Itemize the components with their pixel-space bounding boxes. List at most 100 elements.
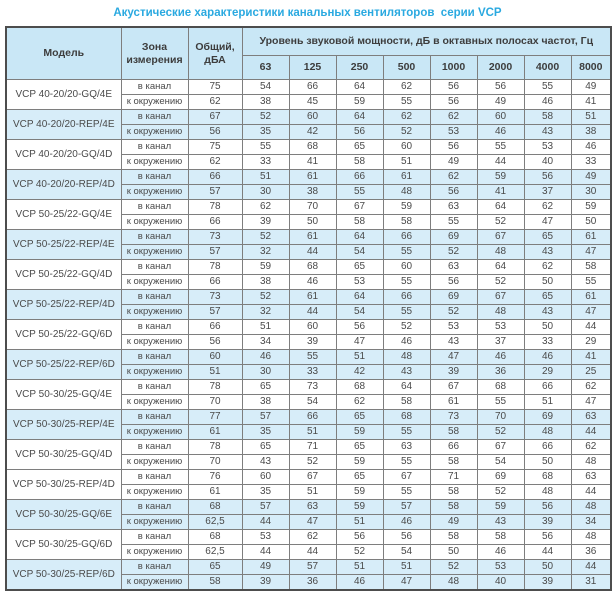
spl-value-cell: 51: [335, 514, 384, 530]
measurement-zone-cell: к окружению: [120, 484, 189, 500]
table-row: VCP 50-25/22-GQ/4D в канал 78 59 68 65 60 63 64 6…: [5, 259, 612, 290]
measurement-zone-cell: к окружению: [120, 574, 189, 591]
spl-value-cell: 45: [288, 94, 337, 110]
spl-value-cell: 44: [570, 319, 612, 335]
table-row: VCP 50-30/25-REP/4E в канал 77 57 66 65 68 73 70…: [5, 409, 612, 440]
freq-header-1000: 1000: [429, 55, 478, 80]
spl-value-cell: 38: [288, 184, 337, 200]
measurement-zone-cell: в канал: [120, 349, 189, 365]
total-dba-cell: 78: [187, 199, 243, 215]
spl-value-cell: 34: [241, 334, 290, 350]
spl-value-cell: 39: [288, 334, 337, 350]
spl-value-cell: 47: [570, 394, 612, 410]
model-cell: VCP 50-30/25-GQ/6D: [5, 529, 122, 560]
spl-value-cell: 56: [476, 79, 525, 95]
model-cell: VCP 50-25/22-GQ/4E: [5, 199, 122, 230]
spl-value-cell: 66: [523, 379, 572, 395]
total-dba-cell: 73: [187, 229, 243, 245]
spl-value-cell: 68: [382, 409, 431, 425]
table-row: к окружению 62 33 41 58 51 49 44 40 33: [6, 154, 612, 170]
spl-value-cell: 55: [382, 94, 431, 110]
spl-value-cell: 60: [288, 319, 337, 335]
spl-value-cell: 47: [523, 214, 572, 230]
spl-value-cell: 56: [523, 529, 572, 545]
total-dba-cell: 78: [187, 379, 243, 395]
spl-value-cell: 61: [570, 229, 612, 245]
spl-value-cell: 65: [523, 229, 572, 245]
spl-value-cell: 66: [288, 79, 337, 95]
spl-value-cell: 66: [288, 409, 337, 425]
measurement-zone-cell: в канал: [120, 529, 189, 545]
spl-value-cell: 63: [570, 409, 612, 425]
spl-value-cell: 52: [241, 289, 290, 305]
measurement-zone-cell: к окружению: [120, 424, 189, 440]
spl-value-cell: 73: [429, 409, 478, 425]
spl-value-cell: 47: [335, 334, 384, 350]
table-row: VCP 40-20/20-GQ/4D в канал 75 55 68 65 60 56 55 5…: [5, 139, 612, 170]
spl-value-cell: 62: [523, 199, 572, 215]
total-dba-cell: 75: [187, 139, 243, 155]
spl-value-cell: 61: [429, 394, 478, 410]
spl-value-cell: 58: [335, 154, 384, 170]
table-body: VCP 40-20/20-GQ/4E в канал 75 54 66 64 62 56 56 5…: [5, 79, 612, 591]
spl-value-cell: 59: [335, 484, 384, 500]
table-row: VCP 50-30/25-REP/6D в канал 65 49 57 51 51 52 53…: [5, 559, 612, 591]
spl-value-cell: 47: [382, 574, 431, 591]
spl-value-cell: 53: [335, 274, 384, 290]
spl-value-cell: 66: [523, 439, 572, 455]
spl-value-cell: 30: [570, 184, 612, 200]
spl-value-cell: 51: [382, 559, 431, 575]
spl-value-cell: 65: [335, 469, 384, 485]
spl-value-cell: 49: [570, 79, 612, 95]
model-cell: VCP 40-20/20-REP/4D: [5, 169, 122, 200]
spl-value-cell: 63: [570, 469, 612, 485]
spl-value-cell: 66: [382, 289, 431, 305]
spl-value-cell: 39: [523, 514, 572, 530]
table-row: VCP 50-25/22-GQ/6D в канал 66 51 60 56 52 53 53 5…: [5, 319, 612, 350]
spl-value-cell: 61: [570, 289, 612, 305]
spl-value-cell: 52: [241, 109, 290, 125]
spl-value-cell: 38: [241, 394, 290, 410]
spl-value-cell: 44: [570, 559, 612, 575]
total-dba-cell: 73: [187, 289, 243, 305]
spl-value-cell: 47: [429, 349, 478, 365]
measurement-zone-cell: к окружению: [120, 544, 189, 560]
model-cell: VCP 50-30/25-REP/4E: [5, 409, 122, 440]
spl-value-cell: 56: [429, 184, 478, 200]
spl-value-cell: 65: [241, 379, 290, 395]
total-dba-cell: 61: [187, 424, 243, 440]
total-dba-cell: 66: [187, 274, 243, 290]
table-row: VCP 50-30/25-GQ/4D в канал 78 65 71 65 63 66 67 6…: [5, 439, 612, 470]
spl-value-cell: 69: [429, 229, 478, 245]
model-cell: VCP 50-30/25-REP/6D: [5, 559, 122, 591]
table-row: к окружению 66 39 50 58 58 55 52 47 50: [6, 214, 612, 230]
measurement-zone-cell: в канал: [120, 169, 189, 185]
spl-value-cell: 65: [335, 409, 384, 425]
spl-value-cell: 57: [382, 499, 431, 515]
total-dba-cell: 66: [187, 169, 243, 185]
spl-value-cell: 38: [241, 94, 290, 110]
spl-value-cell: 62: [523, 259, 572, 275]
spl-value-cell: 53: [476, 559, 525, 575]
spl-value-cell: 32: [241, 304, 290, 320]
spl-value-cell: 66: [429, 439, 478, 455]
spl-value-cell: 48: [476, 244, 525, 260]
spl-value-cell: 62: [429, 109, 478, 125]
measurement-zone-cell: в канал: [120, 289, 189, 305]
total-dba-cell: 75: [187, 79, 243, 95]
spl-value-cell: 58: [523, 109, 572, 125]
measurement-zone-cell: к окружению: [120, 94, 189, 110]
spl-value-cell: 64: [382, 379, 431, 395]
spl-value-cell: 39: [241, 574, 290, 591]
spl-value-cell: 56: [335, 529, 384, 545]
spl-value-cell: 67: [429, 379, 478, 395]
spl-value-cell: 43: [241, 454, 290, 470]
spl-value-cell: 50: [523, 274, 572, 290]
table-row: к окружению 61 35 51 59 55 58 52 48 44: [6, 424, 612, 440]
spl-value-cell: 44: [523, 544, 572, 560]
spl-value-cell: 59: [570, 199, 612, 215]
spl-value-cell: 58: [335, 214, 384, 230]
spl-value-cell: 55: [476, 394, 525, 410]
total-dba-cell: 68: [187, 529, 243, 545]
frequency-header-row: 63 125 250 500 1000 2000 4000 8000: [6, 55, 612, 80]
